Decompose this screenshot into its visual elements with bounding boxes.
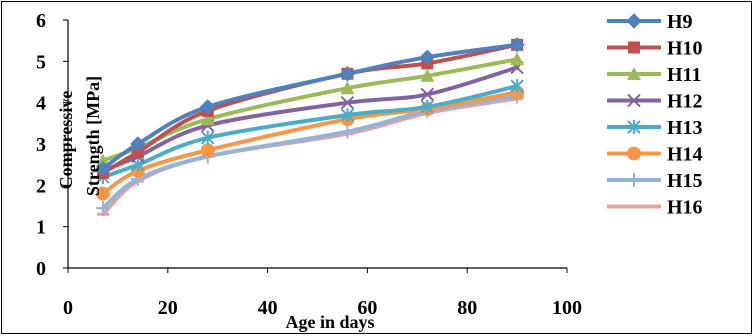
- y-axis-label-line-1: Compressive: [56, 91, 76, 190]
- y-tick-label: 0: [36, 258, 46, 280]
- x-tick-label: 60: [357, 297, 377, 319]
- data-point: [419, 49, 435, 65]
- y-tick-label: 3: [36, 134, 46, 156]
- data-point: [339, 66, 356, 82]
- legend-label: H11: [667, 64, 701, 86]
- x-tick-label: 100: [552, 297, 582, 319]
- data-point: [130, 136, 146, 152]
- legend-item-h16: H16: [607, 197, 703, 219]
- legend-label: H10: [667, 38, 703, 60]
- data-point: [95, 161, 111, 177]
- legend: H9 H10 H11 H12 H13 H14 H15 H16: [607, 11, 703, 219]
- y-tick-label: 4: [36, 93, 46, 115]
- legend-marker: [627, 173, 641, 187]
- data-point: [420, 87, 434, 102]
- legend-item-h10: H10: [607, 38, 703, 60]
- series-h9: [95, 37, 525, 177]
- legend-label: H13: [667, 117, 703, 139]
- data-point: [340, 95, 355, 110]
- series-line: [100, 96, 520, 217]
- data-point: [95, 153, 110, 167]
- series-h13: [96, 79, 524, 185]
- data-point: [340, 108, 355, 123]
- series-layer: [95, 37, 525, 217]
- data-point: [340, 81, 355, 95]
- x-tick-label: 20: [158, 297, 178, 319]
- legend-item-h14: H14: [607, 144, 703, 166]
- legend-label: H14: [667, 144, 703, 166]
- y-axis-label-line-2: Strength [MPa]: [83, 76, 103, 196]
- legend-item-h12: H12: [607, 91, 703, 113]
- legend-label: H16: [667, 197, 703, 219]
- data-point: [201, 130, 215, 145]
- y-tick-label: 6: [36, 10, 46, 32]
- legend-marker: [627, 93, 641, 108]
- legend-marker: [627, 120, 641, 134]
- x-tick-label: 0: [63, 297, 73, 319]
- legend-item-h13: H13: [607, 117, 703, 139]
- x-tick-label: 80: [457, 297, 477, 319]
- y-axis-label: Compressive Strength [MPa]: [56, 76, 103, 196]
- data-point: [420, 68, 435, 82]
- legend-item-h15: H15: [607, 170, 703, 192]
- data-point: [95, 186, 110, 201]
- data-point: [510, 52, 525, 66]
- data-point: [200, 143, 215, 158]
- y-tick-label: 5: [36, 51, 46, 73]
- x-tick-label: 40: [258, 297, 278, 319]
- legend-label: H9: [667, 11, 693, 33]
- data-point: [340, 124, 355, 139]
- data-point: [509, 37, 525, 53]
- data-point: [510, 79, 524, 94]
- data-point: [420, 99, 434, 114]
- legend-item-h9: H9: [607, 11, 693, 33]
- data-point: [200, 99, 216, 115]
- y-tick-label: 1: [36, 217, 46, 239]
- legend-item-h11: H11: [607, 64, 701, 86]
- data-point: [95, 201, 110, 216]
- legend-marker: [627, 67, 641, 80]
- y-tick-label: 2: [36, 175, 46, 197]
- data-point: [131, 146, 144, 159]
- legend-label: H15: [667, 170, 703, 192]
- data-point: [200, 112, 215, 126]
- legend-marker: [628, 41, 640, 54]
- x-axis-label: Age in days: [285, 312, 374, 332]
- legend-label: H12: [667, 91, 703, 113]
- legend-marker: [626, 13, 642, 29]
- legend-marker: [627, 146, 641, 161]
